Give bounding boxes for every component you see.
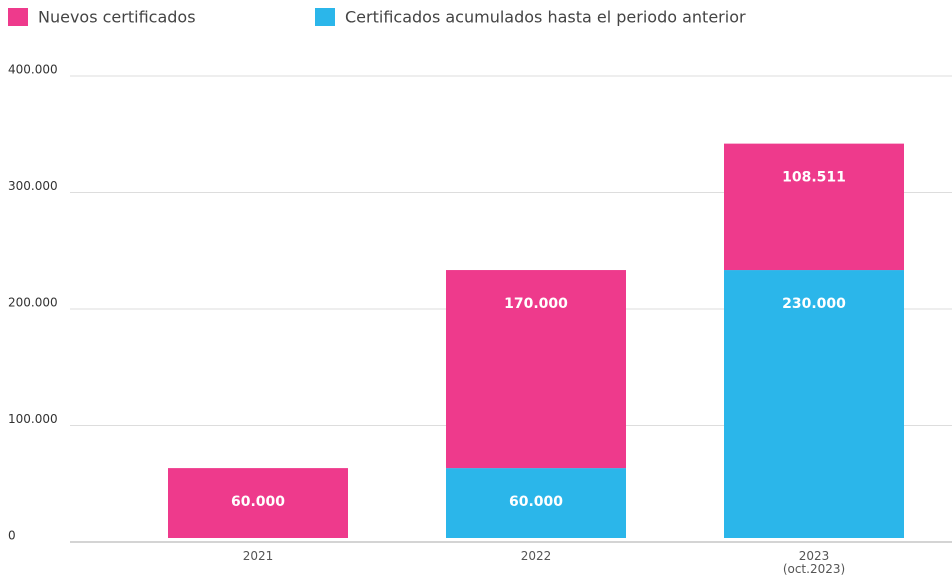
bar-segment: [168, 468, 348, 538]
x-tick-label: 2022: [520, 549, 552, 563]
y-tick-label: 300.000: [8, 179, 58, 193]
data-label: 230.000: [782, 296, 846, 312]
data-label: 108.511: [782, 170, 846, 186]
y-tick-label: 100.000: [8, 412, 58, 426]
data-label: 170.000: [504, 296, 568, 312]
x-tick-label: 2023 (oct.2023): [782, 549, 846, 576]
y-tick-label: 200.000: [8, 296, 58, 310]
y-tick-label: 400.000: [8, 63, 58, 77]
legend-label: Certificados acumulados hasta el periodo…: [345, 8, 746, 27]
legend-label: Nuevos certificados: [38, 8, 196, 27]
y-tick-label: 0: [8, 529, 16, 543]
bar-segment: [724, 270, 904, 538]
data-label: 60.000: [231, 494, 285, 510]
legend-swatch: [315, 8, 335, 26]
bar-segment: [724, 143, 904, 271]
legend-swatch: [8, 8, 28, 26]
bar-segment: [446, 270, 626, 469]
data-label: 60.000: [509, 494, 563, 510]
x-tick-label: 2021: [242, 549, 274, 563]
bar-segment: [446, 468, 626, 538]
